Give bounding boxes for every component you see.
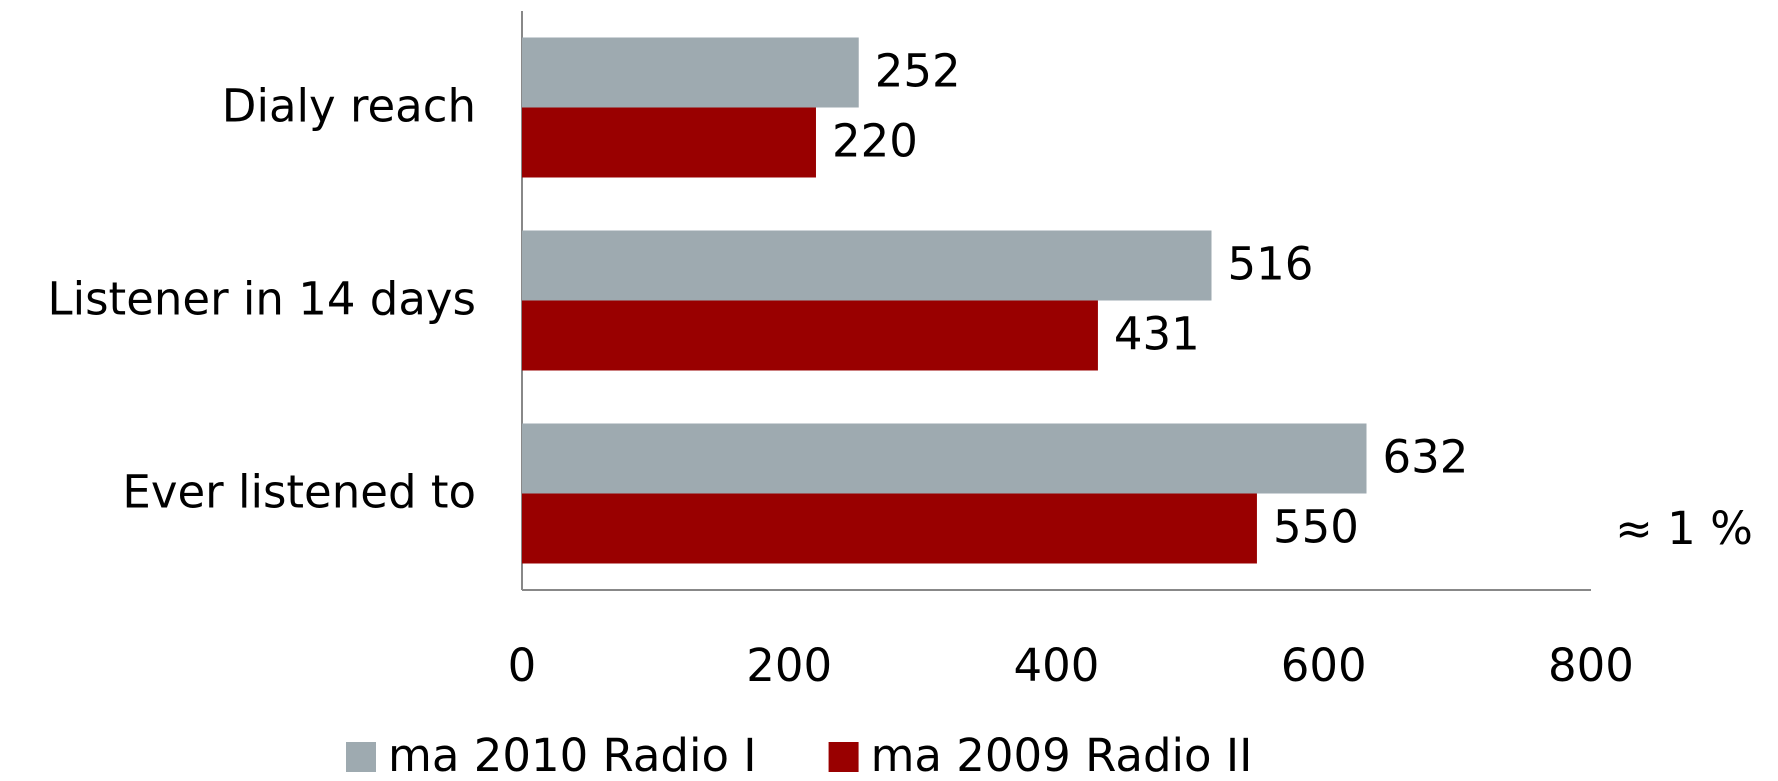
bar — [522, 300, 1098, 371]
x-tick-label: 400 — [1014, 639, 1100, 692]
value-label: 220 — [832, 115, 918, 168]
x-tick-label: 200 — [746, 639, 832, 692]
value-label: 632 — [1383, 431, 1469, 484]
bar — [522, 493, 1257, 564]
legend-swatch — [346, 742, 376, 772]
bar — [522, 37, 859, 108]
bar — [522, 423, 1367, 494]
value-label: 516 — [1228, 238, 1314, 291]
value-label: 252 — [875, 45, 961, 98]
x-tick-label: 600 — [1281, 639, 1367, 692]
x-tick-label: 0 — [508, 639, 537, 692]
y-tick-label: Ever listened to — [122, 466, 476, 519]
value-label: 550 — [1273, 501, 1359, 554]
x-tick-label: 800 — [1548, 639, 1634, 692]
legend-label: ma 2010 Radio I — [388, 729, 757, 781]
annotation: ≈ 1 % — [1615, 502, 1753, 555]
y-tick-label: Listener in 14 days — [48, 273, 476, 326]
y-tick-label: Dialy reach — [222, 80, 476, 133]
legend-swatch — [828, 742, 859, 772]
value-label: 431 — [1114, 308, 1200, 361]
legend-label: ma 2009 Radio II — [871, 729, 1253, 781]
bar — [522, 107, 816, 178]
bar — [522, 230, 1212, 301]
